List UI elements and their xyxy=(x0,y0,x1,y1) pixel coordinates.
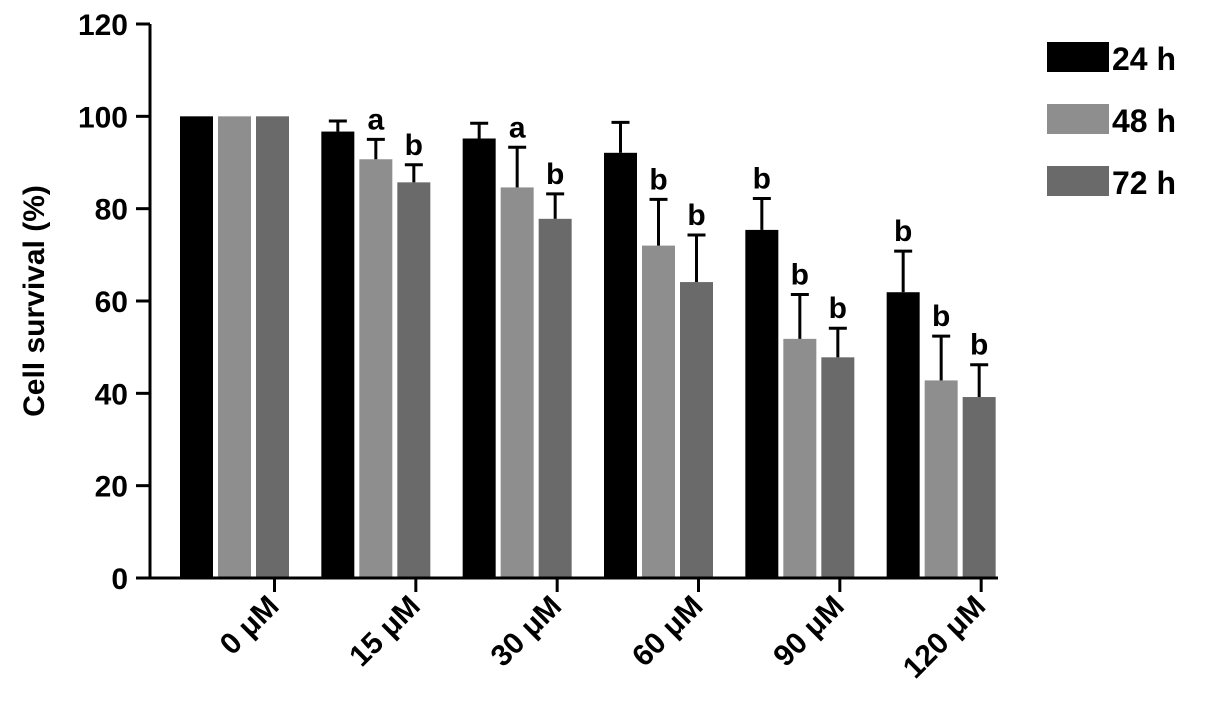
y-tick-label: 80 xyxy=(95,194,128,227)
bar-24h-3 xyxy=(604,152,637,578)
significance-label: b xyxy=(932,300,950,333)
bar-72h-0 xyxy=(256,116,289,578)
bar-72h-4 xyxy=(821,357,855,578)
significance-label: a xyxy=(509,111,526,144)
legend-label: 72 h xyxy=(1112,165,1176,201)
legend-swatch-24h xyxy=(1047,42,1109,72)
significance-label: b xyxy=(791,259,809,292)
significance-label: b xyxy=(546,158,564,191)
bar-48h-5 xyxy=(924,380,958,578)
y-tick-label: 0 xyxy=(111,563,128,596)
significance-label: b xyxy=(894,215,912,248)
y-tick-label: 40 xyxy=(95,378,128,411)
bar-48h-0 xyxy=(218,116,251,578)
legend-swatch-48h xyxy=(1047,104,1109,134)
significance-label: a xyxy=(367,103,384,136)
x-tick-label: 0 μM xyxy=(214,590,286,662)
legend: 24 h 48 h 72 h xyxy=(1047,41,1176,201)
y-tick-label: 20 xyxy=(95,471,128,504)
y-tick-label: 120 xyxy=(78,9,128,42)
x-tick-label: 30 μM xyxy=(485,590,568,673)
x-tick-label: 120 μM xyxy=(897,590,992,685)
bar-72h-2 xyxy=(538,218,572,578)
bar-24h-1 xyxy=(321,131,355,578)
y-tick-label: 60 xyxy=(95,286,128,319)
significance-label: b xyxy=(649,163,667,196)
bar-48h-2 xyxy=(500,187,534,578)
y-axis-title: Cell survival (%) xyxy=(18,185,51,417)
x-tick-label: 60 μM xyxy=(626,590,709,673)
bar-72h-5 xyxy=(962,397,996,578)
x-tick-label: 90 μM xyxy=(767,590,850,673)
y-tick-label: 100 xyxy=(78,101,128,134)
bar-24h-2 xyxy=(462,138,496,578)
bar-24h-4 xyxy=(745,229,779,579)
significance-label: b xyxy=(687,199,705,232)
bar-48h-1 xyxy=(359,159,393,579)
significance-label: b xyxy=(829,292,847,325)
legend-label: 24 h xyxy=(1112,41,1176,77)
legend-label: 48 h xyxy=(1112,103,1176,139)
bar-24h-0 xyxy=(180,116,213,578)
significance-label: b xyxy=(970,329,988,362)
bar-24h-5 xyxy=(886,292,920,578)
significance-label: b xyxy=(405,129,423,162)
bar-72h-1 xyxy=(397,182,431,578)
bar-48h-4 xyxy=(783,338,817,578)
x-tick-label: 15 μM xyxy=(343,590,426,673)
legend-swatch-72h xyxy=(1047,166,1109,196)
bar-72h-3 xyxy=(680,282,713,578)
significance-label: b xyxy=(753,163,771,196)
bar-48h-3 xyxy=(642,245,675,578)
